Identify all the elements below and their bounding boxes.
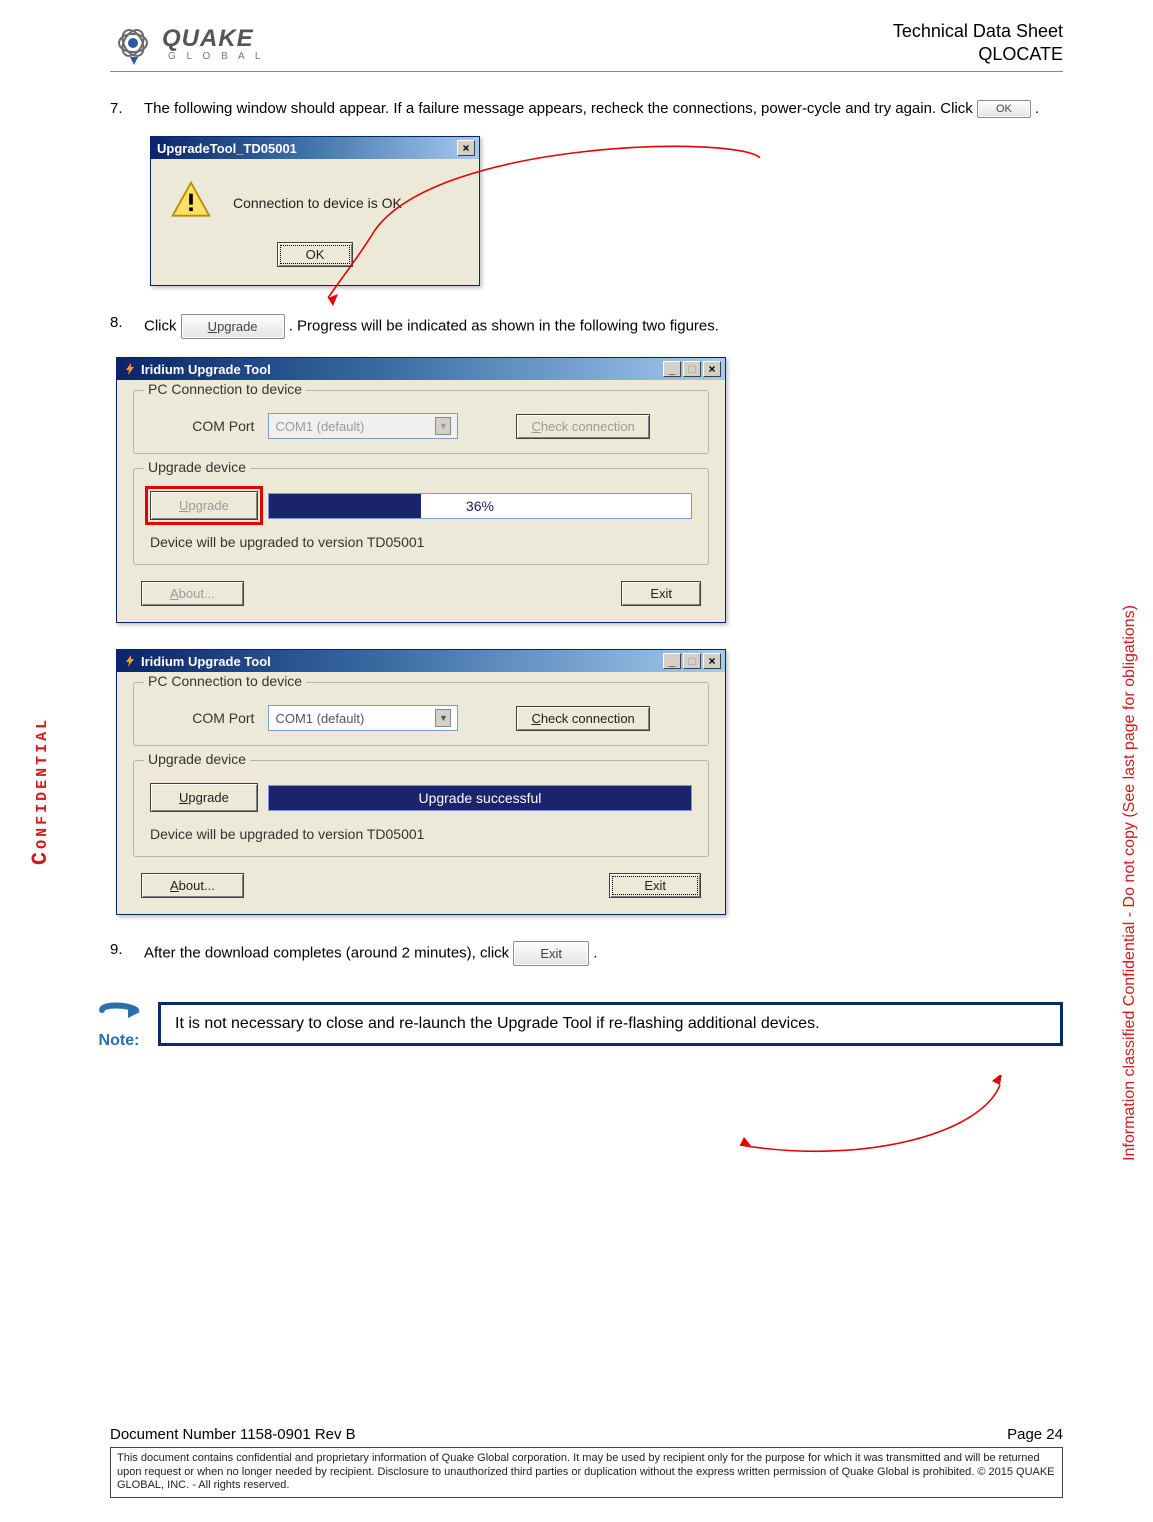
- com-port-select[interactable]: COM1 (default) ▼: [268, 705, 458, 731]
- upgrade-device-legend: Upgrade device: [144, 459, 250, 475]
- doc-name: QLOCATE: [893, 43, 1063, 66]
- upgrade-progress-bar: 36%: [268, 493, 692, 519]
- brand-main: QUAKE: [162, 25, 264, 53]
- inline-exit-button: Exit: [513, 941, 589, 966]
- upgrade-device-fieldset: Upgrade device Upgrade 36% Device will b…: [133, 468, 709, 565]
- com-port-value: COM1 (default): [275, 419, 364, 434]
- minimize-icon[interactable]: _: [663, 361, 681, 377]
- close-icon[interactable]: ×: [703, 653, 721, 669]
- logo-globe-icon: [110, 21, 156, 65]
- exit-button[interactable]: Exit: [609, 873, 701, 898]
- step-7: 7. The following window should appear. I…: [110, 100, 1063, 118]
- note-icon: Note:: [88, 1002, 150, 1050]
- progress-fill: [269, 494, 421, 518]
- tool-titlebar-1: Iridium Upgrade Tool _ □ ×: [117, 358, 725, 380]
- step-7-num: 7.: [110, 100, 144, 118]
- warning-icon: [169, 179, 213, 226]
- step-9-num: 9.: [110, 941, 144, 966]
- maximize-icon: □: [683, 653, 701, 669]
- tool-title: Iridium Upgrade Tool: [141, 362, 271, 377]
- tool-titlebar-2: Iridium Upgrade Tool _ □ ×: [117, 650, 725, 672]
- page-number: Page 24: [1007, 1426, 1063, 1443]
- maximize-icon: □: [683, 361, 701, 377]
- connection-ok-dialog: UpgradeTool_TD05001 × Connection to devi…: [150, 136, 480, 286]
- pc-connection-legend: PC Connection to device: [144, 381, 306, 397]
- step-7-body: The following window should appear. If a…: [144, 100, 1063, 118]
- callout-arrow-2: [720, 1075, 1020, 1195]
- device-version-msg: Device will be upgraded to version TD050…: [150, 826, 692, 842]
- confidential-watermark-right: Information classified Confidential - Do…: [1121, 605, 1139, 1161]
- pc-connection-fieldset: PC Connection to device COM Port COM1 (d…: [133, 682, 709, 746]
- about-button: About...: [141, 581, 244, 606]
- upgrade-tool-window-done: Iridium Upgrade Tool _ □ × PC Connection…: [116, 649, 726, 915]
- step-8-text-a: Click: [144, 318, 181, 335]
- lightning-icon: [123, 362, 137, 376]
- device-version-msg: Device will be upgraded to version TD050…: [150, 534, 692, 550]
- step-8-num: 8.: [110, 314, 144, 339]
- com-port-value: COM1 (default): [275, 711, 364, 726]
- page-footer: Document Number 1158-0901 Rev B Page 24 …: [110, 1426, 1063, 1498]
- com-port-select: COM1 (default) ▼: [268, 413, 458, 439]
- upgrade-button[interactable]: Upgrade: [150, 491, 258, 520]
- upgrade-button[interactable]: Upgrade: [150, 783, 258, 812]
- progress-percent: 36%: [466, 498, 494, 514]
- step-9-text-a: After the download completes (around 2 m…: [144, 945, 513, 962]
- step-7-text-a: The following window should appear. If a…: [144, 100, 977, 117]
- brand-sub: G L O B A L: [162, 51, 264, 62]
- doc-number: Document Number 1158-0901 Rev B: [110, 1426, 356, 1443]
- exit-button[interactable]: Exit: [621, 581, 701, 606]
- upgrade-tool-window-progress: Iridium Upgrade Tool _ □ × PC Connection…: [116, 357, 726, 623]
- header-doc-info: Technical Data Sheet QLOCATE: [893, 20, 1063, 65]
- inline-ok-button: OK: [977, 100, 1031, 118]
- dialog-message: Connection to device is OK: [233, 195, 455, 211]
- close-icon[interactable]: ×: [457, 140, 475, 156]
- progress-done-label: Upgrade successful: [418, 790, 541, 806]
- com-port-label: COM Port: [192, 418, 254, 434]
- upgrade-device-fieldset: Upgrade device Upgrade Upgrade successfu…: [133, 760, 709, 857]
- minimize-icon[interactable]: _: [663, 653, 681, 669]
- close-icon[interactable]: ×: [703, 361, 721, 377]
- step-8: 8. Click Upgrade . Progress will be indi…: [110, 314, 1063, 339]
- step-8-text-b: . Progress will be indicated as shown in…: [289, 318, 719, 335]
- about-button[interactable]: About...: [141, 873, 244, 898]
- check-connection-button: Check connection: [516, 414, 649, 439]
- dialog-title: UpgradeTool_TD05001: [157, 141, 297, 156]
- chevron-down-icon[interactable]: ▼: [435, 709, 451, 727]
- doc-type: Technical Data Sheet: [893, 20, 1063, 43]
- chevron-down-icon: ▼: [435, 417, 451, 435]
- logo: QUAKE G L O B A L: [110, 21, 264, 65]
- note-label: Note:: [99, 1032, 140, 1050]
- step-9-text-b: .: [593, 945, 597, 962]
- legal-notice: This document contains confidential and …: [110, 1447, 1063, 1498]
- step-9: 9. After the download completes (around …: [110, 941, 1063, 966]
- upgrade-device-legend: Upgrade device: [144, 751, 250, 767]
- step-8-body: Click Upgrade . Progress will be indicat…: [144, 314, 1063, 339]
- dialog-titlebar: UpgradeTool_TD05001 ×: [151, 137, 479, 159]
- inline-upgrade-button: Upgrade: [181, 314, 285, 339]
- note-text: It is not necessary to close and re-laun…: [158, 1002, 1063, 1046]
- dialog-ok-button[interactable]: OK: [277, 242, 354, 267]
- lightning-icon: [123, 654, 137, 668]
- logo-text: QUAKE G L O B A L: [162, 25, 264, 62]
- arrow-note-icon: [98, 1002, 140, 1032]
- step-7-text-b: .: [1035, 100, 1039, 117]
- com-port-label: COM Port: [192, 710, 254, 726]
- tool-title: Iridium Upgrade Tool: [141, 654, 271, 669]
- check-connection-button[interactable]: Check connection: [516, 706, 649, 731]
- note-callout: Note: It is not necessary to close and r…: [88, 1002, 1063, 1050]
- pc-connection-fieldset: PC Connection to device COM Port COM1 (d…: [133, 390, 709, 454]
- confidential-watermark-left: Confidential: [28, 717, 53, 865]
- page-header: QUAKE G L O B A L Technical Data Sheet Q…: [110, 20, 1063, 72]
- pc-connection-legend: PC Connection to device: [144, 673, 306, 689]
- step-9-body: After the download completes (around 2 m…: [144, 941, 1063, 966]
- upgrade-progress-bar-done: Upgrade successful: [268, 785, 692, 811]
